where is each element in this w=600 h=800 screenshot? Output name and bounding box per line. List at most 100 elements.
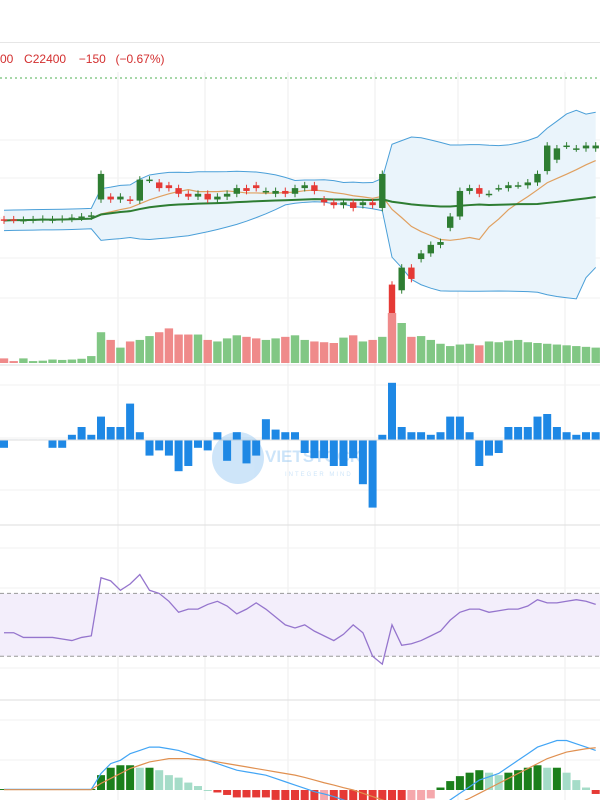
oscillator-slow-line	[4, 747, 596, 800]
volume-bars	[0, 313, 600, 363]
macd-bar	[232, 432, 241, 440]
volume-bar	[368, 339, 377, 363]
volume-bar	[436, 343, 445, 363]
candle-body	[29, 219, 37, 221]
volume-bar	[407, 336, 416, 363]
change-percent: (−0.67%)	[115, 52, 165, 66]
oscillator-histogram-bar	[223, 790, 232, 795]
candle-body	[573, 148, 580, 150]
candle-body	[223, 193, 231, 197]
candle-body	[553, 148, 561, 160]
oscillator-histogram-bar	[436, 787, 445, 790]
candle-body	[592, 145, 599, 149]
volume-bar	[300, 339, 309, 363]
candle-body	[408, 267, 415, 279]
volume-bar	[465, 343, 474, 363]
ohlc-info-line: 00 C22400 −150 (−0.67%)	[0, 52, 165, 70]
macd-bar	[67, 434, 76, 440]
macd-bar	[174, 440, 183, 472]
oscillator-histogram-bar	[417, 790, 426, 800]
oscillator-histogram-bar	[300, 790, 309, 800]
oscillator-histogram-bar	[552, 767, 561, 790]
watermark-text: VIETSTOCK	[265, 447, 363, 466]
volume-bar	[193, 334, 203, 363]
volume-bar	[281, 336, 290, 363]
oscillator-histogram-bar	[116, 765, 125, 790]
candle-body	[524, 182, 531, 186]
volume-bar	[252, 338, 261, 363]
macd-bar	[106, 427, 115, 440]
candle-body	[320, 199, 328, 203]
oscillator-histogram-bar	[329, 790, 338, 800]
volume-bar	[446, 346, 455, 363]
candle-body	[398, 267, 405, 291]
candle-body	[78, 216, 85, 218]
volume-bar	[38, 360, 47, 363]
volume-bar	[552, 344, 562, 363]
candle-body	[20, 219, 27, 222]
macd-bar	[203, 440, 212, 451]
oscillator-histogram-bar	[155, 770, 164, 790]
oscillator-histogram-bar	[455, 776, 464, 790]
oscillator-histogram-bar	[164, 775, 173, 790]
open-value-partial: 00	[0, 52, 14, 66]
oscillator-histogram-bar	[281, 790, 290, 800]
candle-body	[126, 199, 134, 201]
top-toolbar	[0, 0, 600, 43]
candle-body	[136, 179, 143, 201]
candle-body	[427, 244, 434, 254]
volume-bar	[213, 341, 222, 363]
oscillator-histogram-bar	[310, 790, 319, 800]
candle-body	[466, 188, 473, 191]
macd-bar	[261, 419, 270, 440]
oscillator-histogram-bar	[261, 790, 270, 798]
volume-bar	[184, 334, 193, 363]
volume-bar	[562, 345, 571, 363]
macd-bar	[291, 432, 299, 440]
candle-body	[0, 219, 8, 221]
oscillator-histogram	[0, 765, 600, 800]
macd-bar	[378, 434, 387, 440]
macd-bar	[194, 440, 202, 448]
volume-bar	[494, 342, 503, 363]
volume-bar	[387, 313, 397, 363]
volume-bar	[77, 358, 86, 363]
macd-bar	[135, 432, 144, 440]
candle-body	[417, 253, 425, 260]
oscillator-histogram-bar	[543, 767, 552, 790]
macd-bar	[455, 416, 464, 440]
volume-bar	[416, 336, 426, 363]
macd-bar	[475, 440, 484, 466]
oscillator-histogram-bar	[378, 790, 387, 800]
oscillator-histogram-bar	[194, 786, 202, 790]
candle-body	[68, 217, 76, 220]
oscillator-histogram-bar	[533, 765, 542, 790]
oscillator-histogram-bar	[446, 781, 455, 790]
volume-bar	[310, 341, 319, 363]
volume-bar	[523, 342, 532, 363]
macd-bar	[164, 440, 173, 456]
macd-bar	[48, 440, 57, 448]
oscillator-histogram-bar	[203, 790, 212, 791]
macd-bar	[310, 440, 319, 459]
volume-bar	[358, 341, 368, 363]
volume-bar	[155, 332, 164, 363]
macd-bar	[397, 427, 406, 440]
candle-body	[185, 193, 192, 197]
change-value: −150	[78, 52, 106, 66]
oscillator-histogram-bar	[523, 767, 532, 790]
macd-bar	[446, 416, 455, 440]
oscillator-histogram-bar	[291, 790, 299, 800]
oscillator-histogram-bar	[174, 777, 183, 790]
volume-bar	[9, 361, 18, 363]
volume-bar	[484, 341, 494, 363]
macd-bar	[388, 382, 396, 440]
macd-bar	[339, 440, 348, 466]
moving-average-long-line	[3, 195, 596, 222]
volume-bar	[591, 347, 600, 363]
macd-bar	[242, 440, 251, 464]
macd-bar	[465, 432, 474, 440]
rsi-line	[4, 573, 596, 666]
macd-bar	[58, 440, 67, 448]
